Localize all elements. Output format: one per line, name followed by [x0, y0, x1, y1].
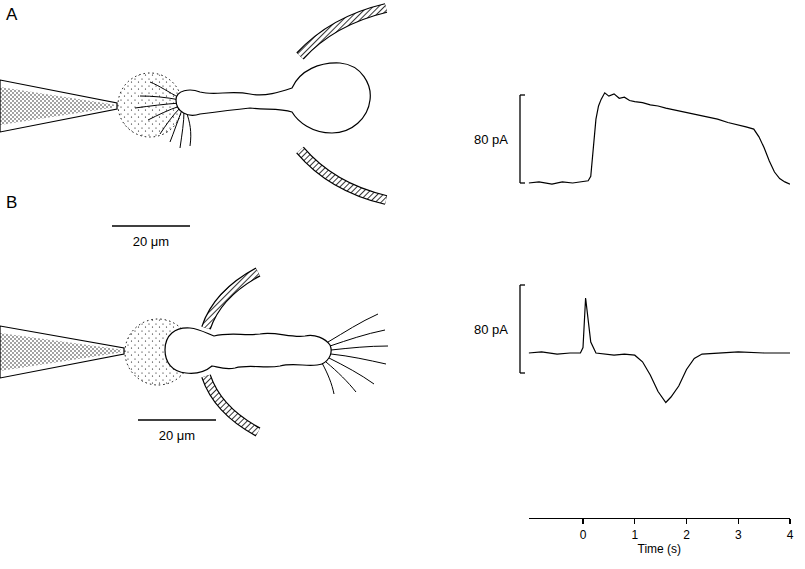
svg-text:80 pA: 80 pA: [474, 132, 508, 147]
svg-text:3: 3: [735, 528, 742, 542]
svg-text:0: 0: [580, 528, 587, 542]
svg-text:A: A: [6, 5, 18, 24]
svg-text:2: 2: [683, 528, 690, 542]
svg-text:B: B: [6, 193, 17, 212]
svg-text:20 μm: 20 μm: [133, 234, 169, 249]
svg-text:80 pA: 80 pA: [474, 322, 508, 337]
svg-text:1: 1: [631, 528, 638, 542]
svg-text:4: 4: [787, 528, 794, 542]
svg-text:20 μm: 20 μm: [159, 428, 195, 443]
svg-text:Time (s): Time (s): [638, 542, 682, 556]
